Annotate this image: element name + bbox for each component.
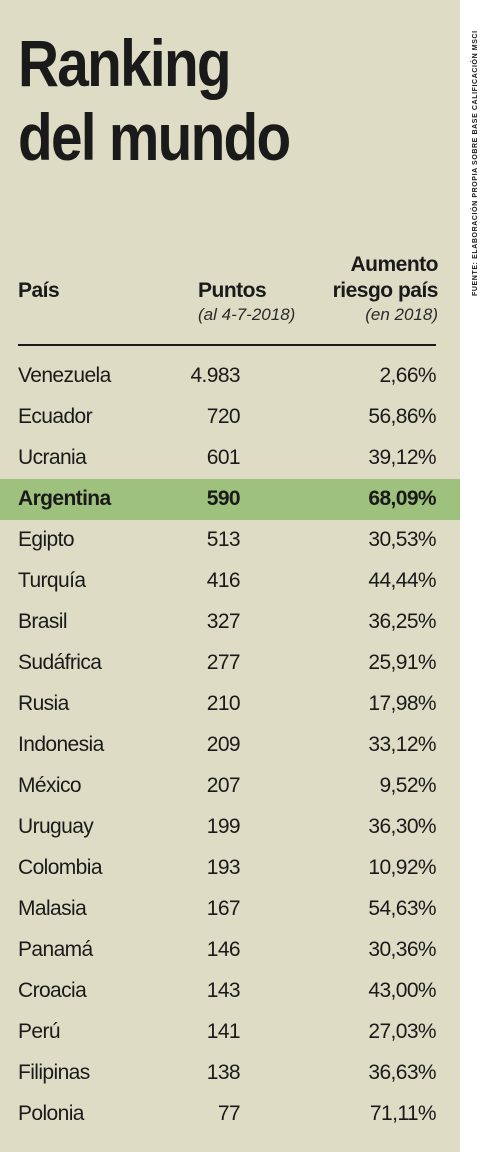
points-cell: 167	[206, 897, 241, 920]
table-row: Egipto 513 30,53%	[0, 520, 460, 561]
column-header-increase-sub: (en 2018)	[365, 305, 438, 324]
table-row: Sudáfrica 277 25,91%	[0, 643, 460, 684]
country-cell: Rusia	[18, 692, 69, 715]
country-cell: Turquía	[18, 569, 86, 592]
points-cell: 210	[206, 692, 241, 715]
points-cell: 601	[206, 446, 241, 469]
table-row: Brasil 327 36,25%	[0, 602, 460, 643]
points-cell: 146	[206, 938, 241, 961]
table-row: Colombia 193 10,92%	[0, 848, 460, 889]
points-cell: 138	[206, 1061, 241, 1084]
column-header-increase-line-1: Aumento	[350, 253, 439, 276]
points-cell: 207	[206, 774, 241, 797]
country-cell: Egipto	[18, 528, 75, 551]
points-cell: 209	[206, 733, 241, 756]
table-row: Filipinas 138 36,63%	[0, 1053, 460, 1094]
points-cell: 141	[206, 1020, 241, 1043]
table-row: México 207 9,52%	[0, 766, 460, 807]
increase-cell: 54,63%	[368, 897, 436, 920]
points-cell: 4.983	[190, 364, 240, 387]
table-row: Rusia 210 17,98%	[0, 684, 460, 725]
increase-cell: 36,63%	[368, 1061, 436, 1084]
increase-cell: 17,98%	[368, 692, 436, 715]
country-cell: Argentina	[18, 487, 111, 510]
table-row: Perú 141 27,03%	[0, 1012, 460, 1053]
increase-cell: 39,12%	[368, 446, 436, 469]
increase-cell: 33,12%	[368, 733, 436, 756]
country-cell: Ucrania	[18, 446, 87, 469]
increase-cell: 36,25%	[368, 610, 436, 633]
table-row: Polonia 77 71,11%	[0, 1094, 460, 1135]
country-cell: Sudáfrica	[18, 651, 102, 674]
increase-cell: 2,66%	[379, 364, 436, 387]
increase-cell: 9,52%	[379, 774, 436, 797]
increase-cell: 10,92%	[368, 856, 436, 879]
points-cell: 77	[217, 1102, 241, 1125]
country-cell: Filipinas	[18, 1061, 90, 1084]
country-cell: Indonesia	[18, 733, 104, 756]
column-header-increase: Aumento riesgo país (en 2018)	[332, 252, 439, 326]
increase-cell: 25,91%	[368, 651, 436, 674]
points-cell: 513	[206, 528, 241, 551]
increase-cell: 30,36%	[368, 938, 436, 961]
table-row: Ucrania 601 39,12%	[0, 438, 460, 479]
table-row: Ecuador 720 56,86%	[0, 397, 460, 438]
increase-cell: 56,86%	[368, 405, 436, 428]
points-cell: 143	[206, 979, 241, 1002]
title-line-2: del mundo	[18, 100, 291, 174]
points-cell: 416	[206, 569, 241, 592]
increase-cell: 71,11%	[369, 1102, 437, 1125]
country-cell: Brasil	[18, 610, 68, 633]
increase-cell: 68,09%	[368, 487, 436, 510]
column-header-points: Puntos (al 4-7-2018)	[198, 278, 295, 326]
points-cell: 199	[206, 815, 241, 838]
table-row: Uruguay 199 36,30%	[0, 807, 460, 848]
country-cell: Uruguay	[18, 815, 94, 838]
table-row: Indonesia 209 33,12%	[0, 725, 460, 766]
page-title: Ranking del mundo	[18, 26, 291, 174]
table-row: Venezuela 4.983 2,66%	[0, 356, 460, 397]
country-cell: Perú	[18, 1020, 61, 1043]
ranking-table: Venezuela 4.983 2,66% Ecuador 720 56,86% Ucran…	[0, 356, 460, 1135]
column-header-points-label: Puntos	[198, 279, 267, 302]
column-header-increase-line-2: riesgo país	[332, 279, 439, 302]
table-row: Croacia 143 43,00%	[0, 971, 460, 1012]
table-row: Turquía 416 44,44%	[0, 561, 460, 602]
country-cell: Ecuador	[18, 405, 93, 428]
points-cell: 327	[206, 610, 241, 633]
country-cell: México	[18, 774, 82, 797]
points-cell: 720	[206, 405, 241, 428]
source-note: FUENTE: ELABORACIÓN PROPIA SOBRE BASE CA…	[472, 30, 479, 296]
increase-cell: 43,00%	[368, 979, 436, 1002]
title-line-1: Ranking	[18, 26, 232, 100]
increase-cell: 27,03%	[368, 1020, 436, 1043]
country-cell: Malasia	[18, 897, 87, 920]
country-cell: Croacia	[18, 979, 87, 1002]
column-header-points-sub: (al 4-7-2018)	[198, 305, 296, 324]
points-cell: 590	[206, 487, 241, 510]
country-cell: Polonia	[18, 1102, 84, 1125]
table-row: Malasia 167 54,63%	[0, 889, 460, 930]
ranking-panel: Ranking del mundo País Puntos (al 4-7-20…	[0, 0, 460, 1152]
increase-cell: 30,53%	[368, 528, 436, 551]
points-cell: 277	[206, 651, 241, 674]
column-header-country: País	[18, 278, 60, 304]
country-cell: Panamá	[18, 938, 93, 961]
country-cell: Colombia	[18, 856, 103, 879]
increase-cell: 36,30%	[368, 815, 436, 838]
country-cell: Venezuela	[18, 364, 111, 387]
table-row: Panamá 146 30,36%	[0, 930, 460, 971]
table-row-highlighted: Argentina 590 68,09%	[0, 479, 460, 520]
header-divider	[18, 344, 436, 346]
increase-cell: 44,44%	[368, 569, 436, 592]
column-header-country-label: País	[18, 279, 60, 302]
points-cell: 193	[206, 856, 241, 879]
